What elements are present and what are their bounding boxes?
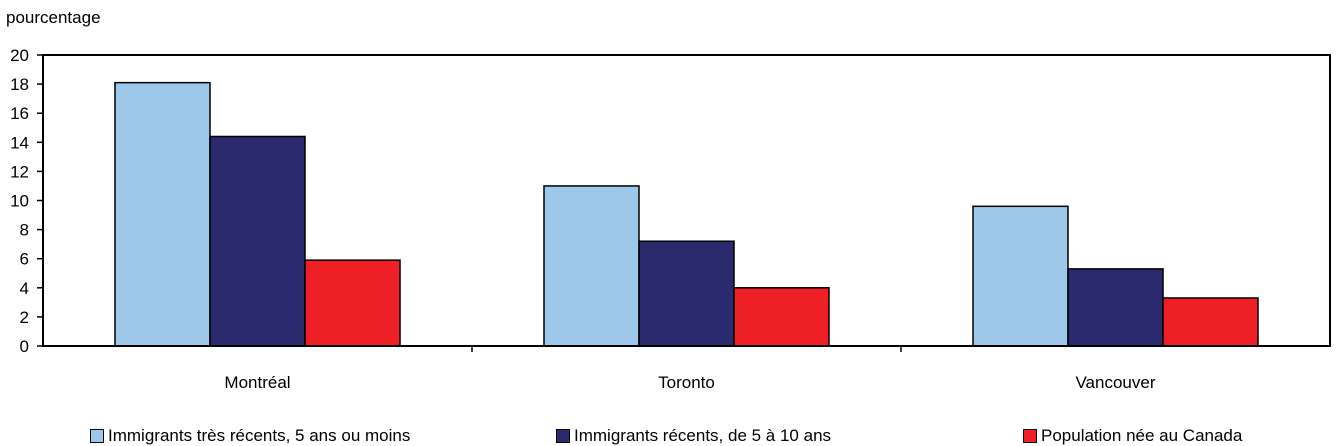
x-tick-label: Montréal xyxy=(224,373,290,392)
bar-toronto-series-3 xyxy=(733,287,830,347)
x-tick-label: Vancouver xyxy=(1075,373,1155,392)
y-tick-label: 12 xyxy=(10,162,29,181)
legend-item: Immigrants récents, de 5 à 10 ans xyxy=(556,426,831,446)
legend-label: Immigrants récents, de 5 à 10 ans xyxy=(574,426,832,445)
y-tick-label: 8 xyxy=(20,221,29,240)
y-tick-label: 6 xyxy=(20,250,29,269)
x-axis: Montréal Toronto Vancouver xyxy=(224,346,1156,392)
bar-chart: pourcentage 0 2 4 6 8 10 12 14 16 18 20 Montréal To… xyxy=(6,8,1331,392)
y-tick-label: 0 xyxy=(20,337,29,356)
y-tick-label: 20 xyxy=(10,46,29,65)
x-tick-label: Toronto xyxy=(658,373,715,392)
y-tick-label: 2 xyxy=(20,308,29,327)
y-axis-label: pourcentage xyxy=(6,8,101,27)
bar-vancouver-series-3 xyxy=(1162,297,1259,347)
bar-montral-series-2 xyxy=(209,135,306,347)
legend-swatch xyxy=(1023,429,1037,443)
bar-montral-series-3 xyxy=(304,259,401,347)
plot-frame xyxy=(42,54,1331,347)
y-tick-label: 18 xyxy=(10,75,29,94)
legend-item: Immigrants très récents, 5 ans ou moins xyxy=(90,426,410,446)
bar-montral-series-1 xyxy=(114,81,211,347)
legend: Immigrants très récents, 5 ans ou moins I… xyxy=(0,426,1337,446)
y-tick-label: 14 xyxy=(10,133,29,152)
y-axis: 0 2 4 6 8 10 12 14 16 18 20 xyxy=(10,46,43,356)
legend-item: Population née au Canada xyxy=(1023,426,1242,446)
bar-toronto-series-2 xyxy=(638,240,735,347)
legend-swatch xyxy=(556,429,570,443)
bar-toronto-series-1 xyxy=(543,185,640,347)
bar-vancouver-series-1 xyxy=(972,205,1069,347)
legend-swatch xyxy=(90,429,104,443)
y-tick-label: 4 xyxy=(20,279,29,298)
y-tick-label: 10 xyxy=(10,192,29,211)
legend-label: Immigrants très récents, 5 ans ou moins xyxy=(108,426,411,445)
bar-vancouver-series-2 xyxy=(1067,268,1164,347)
legend-label: Population née au Canada xyxy=(1041,426,1243,445)
bars xyxy=(114,81,1259,347)
y-tick-label: 16 xyxy=(10,104,29,123)
